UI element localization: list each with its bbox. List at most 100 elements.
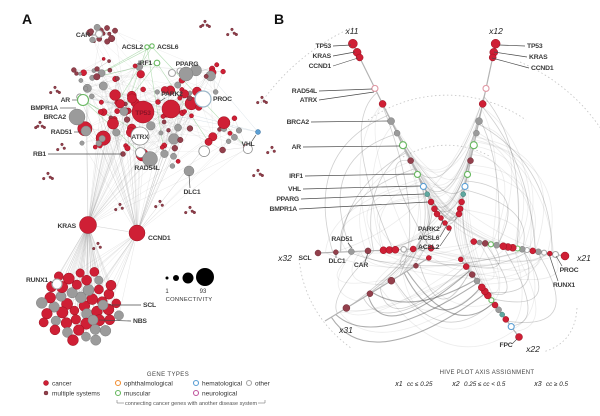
edge-line (136, 93, 185, 234)
hive-node-red (426, 255, 432, 261)
gene-label-pparg: PPARG (276, 196, 299, 203)
gene-node-maroon (107, 67, 113, 73)
edge-line (81, 142, 138, 234)
satellite-gene-node (184, 211, 188, 215)
gene-node-red (127, 93, 137, 104)
dotted-arc (367, 94, 527, 121)
gene-node-gray (94, 275, 104, 285)
gene-node-red (73, 324, 85, 336)
gene-node-red (136, 70, 145, 79)
gene-label-rad51: RAD51 (51, 129, 73, 136)
hive-center-node (442, 220, 448, 226)
gene-node-maroon (171, 145, 178, 152)
hive-link-curve (474, 141, 534, 250)
satellite-gene-node (160, 203, 164, 207)
connectivity-title: CONNECTIVITY (166, 297, 213, 303)
satellite-gene-node (60, 142, 64, 146)
hive-link-curve (392, 279, 497, 330)
edge-line (87, 88, 101, 113)
hive-link-curve (339, 168, 415, 253)
edge-line (67, 224, 89, 333)
hive-node-gray (393, 129, 401, 137)
edge-line (79, 95, 132, 98)
green-association-edge (156, 62, 209, 143)
connectivity-size-dot (165, 276, 169, 280)
green-association-edge (82, 99, 115, 120)
axis-assignment-rule-x2: 0.25 ≤ cc < 0.5 (464, 381, 506, 388)
satellite-gene-node (207, 24, 211, 29)
satellite-gene-node (56, 148, 60, 152)
satellite-gene-node (53, 85, 57, 89)
legend-swatch-ring-blue (192, 379, 200, 387)
edge-line (172, 128, 191, 167)
edge-line (215, 71, 224, 93)
network-nodes (34, 19, 276, 346)
hive-node-red (515, 333, 523, 341)
edge-line (87, 154, 143, 226)
hive-link-curve (476, 131, 554, 255)
gene-node-red (177, 95, 183, 101)
satellite-gene-node (256, 101, 260, 105)
hive-node-ring-green (487, 241, 494, 248)
edge-line (125, 138, 174, 146)
gene-node-gray (170, 152, 177, 160)
gene-label-ar: AR (292, 144, 302, 151)
edge-line (81, 117, 112, 144)
hive-link-curve (399, 249, 416, 268)
legend-item-cancer: cancer (52, 381, 72, 388)
edge-line (136, 130, 240, 234)
satellite-gene-node (234, 32, 238, 37)
hive-node-gray (473, 129, 480, 137)
gene-label-kras: KRAS (529, 54, 548, 61)
gene-node-red (98, 99, 104, 105)
hive-link-curve (470, 253, 559, 281)
satellite-gene-node (46, 171, 50, 175)
hive-node-gray (495, 306, 502, 314)
marked-gene-node (97, 299, 109, 311)
gene-node-red (204, 138, 213, 146)
gene-node-red (107, 117, 119, 130)
hive-node-red (478, 100, 487, 108)
legend-item-multiple-systems: multiple systems (52, 391, 101, 398)
hive-axis-nodes (314, 38, 570, 341)
gene-label-proc: PROC (560, 267, 579, 274)
hive-node-red (355, 53, 364, 62)
gene-node-red (49, 324, 61, 336)
gene-node-gray (83, 86, 89, 91)
hive-node-ring-blue (461, 182, 469, 191)
gene-node-maroon (203, 73, 209, 79)
leader-line (98, 319, 132, 322)
gene-node-red (81, 274, 92, 286)
hive-link-curve (340, 195, 429, 253)
hive-node-gray (493, 241, 500, 249)
hive-link-curve (468, 170, 536, 251)
gene-node-maroon (87, 28, 94, 35)
gene-node-gray (78, 78, 84, 83)
hive-axis-label-x32: x32 (277, 253, 292, 263)
hive-link-curve (371, 279, 477, 303)
edge-line (136, 107, 149, 234)
gene-node-gray (231, 133, 238, 141)
marked-gene-node (178, 66, 194, 82)
connectivity-size-dot (182, 272, 194, 284)
hive-center-node (446, 225, 452, 231)
satellite-gene-node (118, 202, 122, 206)
hive-link-curve (339, 288, 484, 333)
leader-line (302, 185, 421, 190)
edge-line (62, 224, 89, 313)
legend-swatch-ring-orange (114, 379, 122, 387)
hive-node-gray (535, 248, 542, 256)
hive-link-curve (488, 243, 501, 303)
hive-link-curve (395, 159, 431, 249)
hive-link-curve (367, 270, 470, 317)
gene-label-bmpr1a: BMPR1A (269, 206, 297, 213)
edge-line (210, 75, 259, 133)
hive-link-curve (403, 272, 482, 311)
gene-node-red (114, 108, 121, 114)
hive-link-curve (475, 134, 520, 249)
edge-line (84, 103, 126, 129)
hive-link-curve (472, 149, 536, 252)
gene-node-red (109, 89, 121, 101)
satellite-gene-node (49, 91, 53, 95)
